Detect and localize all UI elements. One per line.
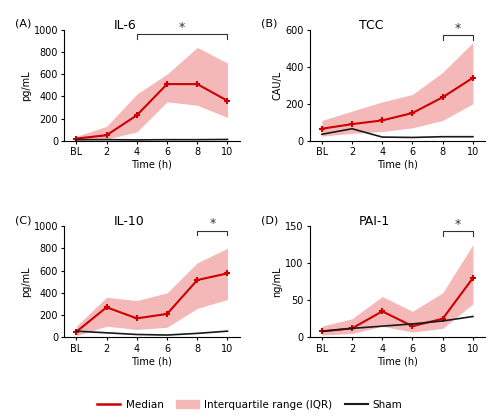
Y-axis label: CAU/L: CAU/L bbox=[272, 70, 282, 100]
Text: TCC: TCC bbox=[359, 18, 384, 31]
Text: *: * bbox=[179, 21, 186, 34]
Text: *: * bbox=[210, 217, 216, 230]
Text: (B): (B) bbox=[260, 18, 277, 28]
Text: *: * bbox=[454, 22, 461, 35]
Text: IL-6: IL-6 bbox=[114, 18, 136, 31]
Legend: Median, Interquartile range (IQR), Sham: Median, Interquartile range (IQR), Sham bbox=[94, 396, 406, 414]
Text: (D): (D) bbox=[260, 215, 278, 225]
Text: (C): (C) bbox=[15, 215, 32, 225]
Text: *: * bbox=[454, 218, 461, 231]
X-axis label: Time (h): Time (h) bbox=[377, 356, 418, 366]
Y-axis label: pg/mL: pg/mL bbox=[21, 70, 31, 101]
Text: IL-10: IL-10 bbox=[114, 215, 144, 228]
Y-axis label: pg/mL: pg/mL bbox=[21, 266, 31, 297]
Y-axis label: ng/mL: ng/mL bbox=[272, 266, 282, 297]
X-axis label: Time (h): Time (h) bbox=[377, 160, 418, 170]
Text: (A): (A) bbox=[15, 18, 32, 28]
Text: PAI-1: PAI-1 bbox=[359, 215, 390, 228]
X-axis label: Time (h): Time (h) bbox=[132, 356, 172, 366]
X-axis label: Time (h): Time (h) bbox=[132, 160, 172, 170]
